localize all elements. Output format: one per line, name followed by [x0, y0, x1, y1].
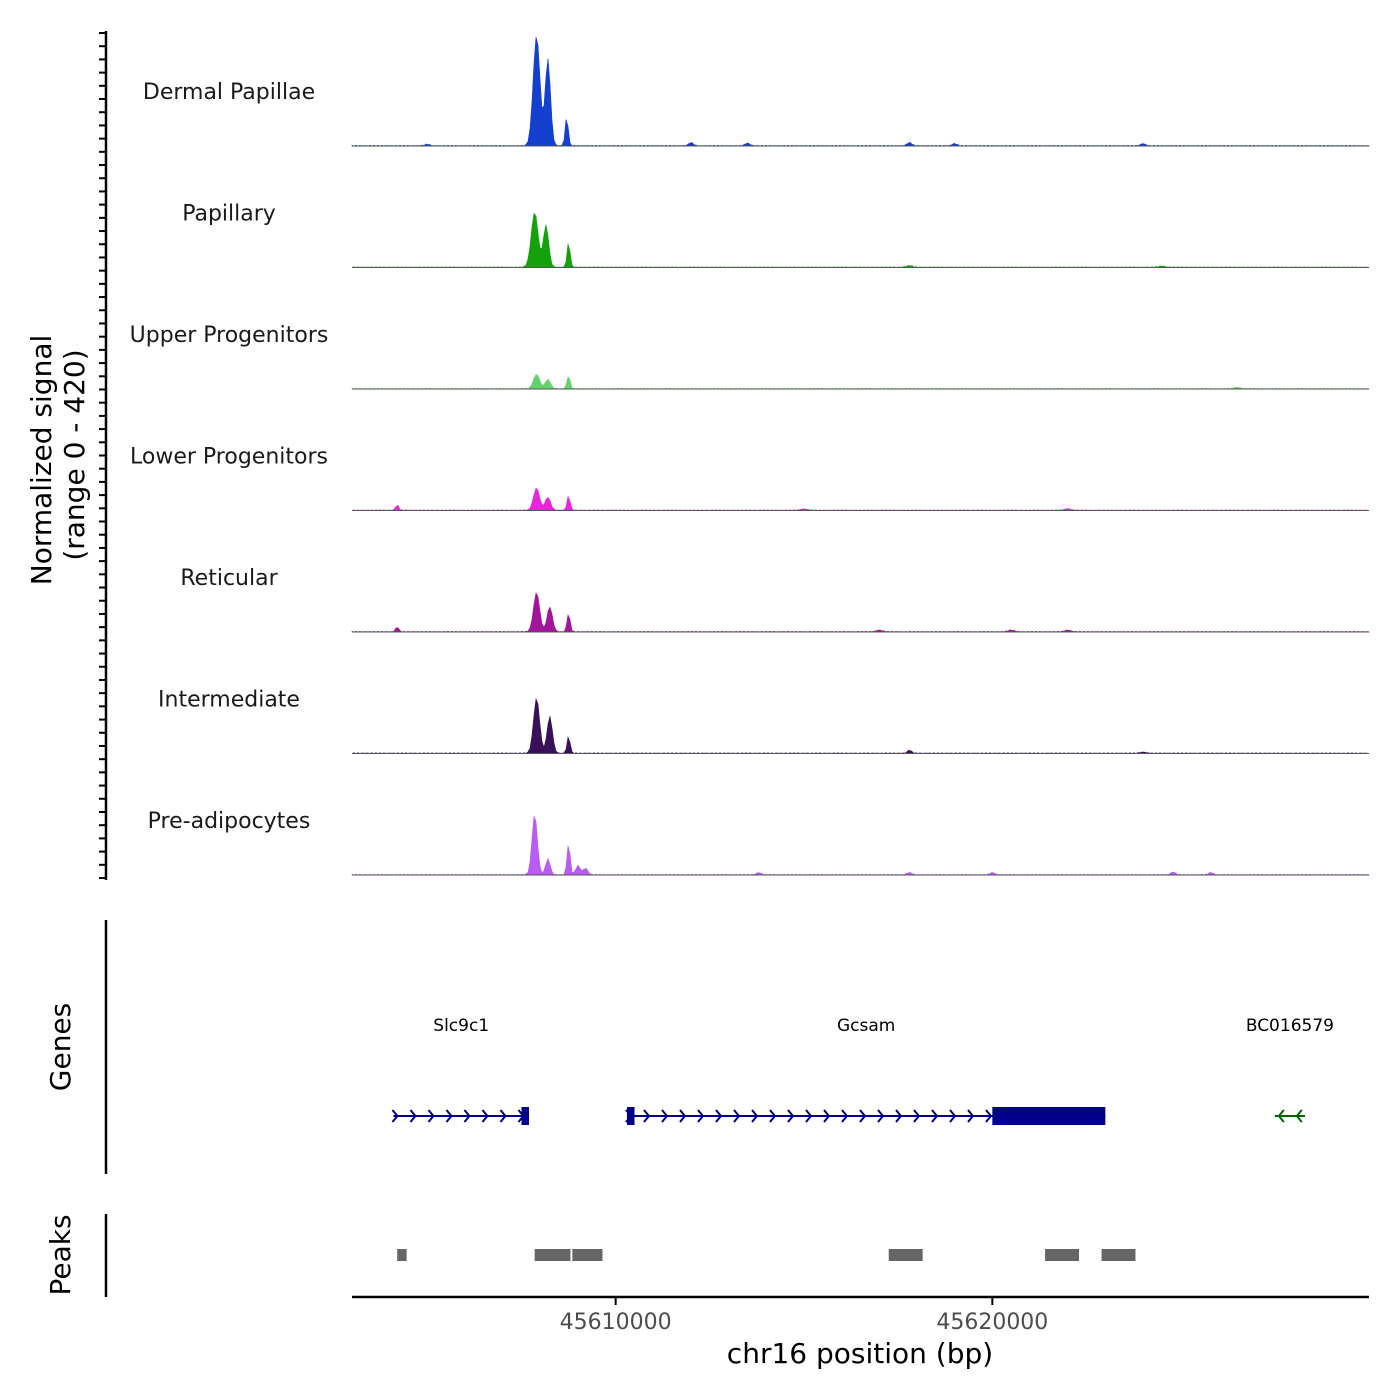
- track-label: Reticular: [180, 566, 278, 591]
- coverage-tracks: Dermal Papillae Papillary Upper Progenitor…: [130, 37, 1371, 876]
- peak-region: [534, 1249, 571, 1261]
- strand-arrow: [895, 1109, 903, 1123]
- strand-arrow: [787, 1109, 795, 1123]
- track-label: Upper Progenitors: [130, 323, 329, 348]
- track-label: Dermal Papillae: [143, 80, 315, 105]
- strand-arrow: [967, 1109, 975, 1123]
- strand-arrow: [661, 1109, 669, 1123]
- strand-arrow: [985, 1109, 993, 1123]
- strand-arrow: [823, 1109, 831, 1123]
- coverage-area: [351, 373, 1370, 390]
- y-axis-title-line1: Normalized signal: [25, 335, 58, 586]
- genes-panel-title: Genes: [44, 1003, 77, 1091]
- coverage-area: [351, 592, 1371, 633]
- gene-annotations: Slc9c1 Gcsam BC016579: [391, 1016, 1334, 1125]
- coverage-area: [351, 487, 1370, 511]
- y-axis-title: Normalized signal (range 0 - 420): [25, 335, 91, 586]
- coverage-track: Reticular: [180, 566, 1371, 633]
- coverage-track: Lower Progenitors: [130, 445, 1370, 511]
- coverage-axis-ticks: [99, 32, 106, 879]
- strand-arrow: [769, 1109, 777, 1123]
- strand-arrow: [481, 1109, 489, 1123]
- gene-label: Slc9c1: [433, 1016, 489, 1036]
- gene-utr-block: [992, 1107, 1106, 1125]
- gene: BC016579: [1246, 1016, 1334, 1123]
- coverage-track: Papillary: [182, 202, 1370, 268]
- gene-exon: [626, 1107, 635, 1125]
- track-label: Pre-adipocytes: [148, 809, 311, 834]
- strand-arrow: [949, 1109, 957, 1123]
- track-label: Lower Progenitors: [130, 445, 328, 470]
- strand-arrow: [733, 1109, 741, 1123]
- strand-arrow: [877, 1109, 885, 1123]
- strand-arrow: [913, 1109, 921, 1123]
- x-axis-ticks: 45610000 45620000: [560, 1297, 1048, 1335]
- peak-region: [888, 1249, 923, 1261]
- strand-arrow: [643, 1109, 651, 1123]
- gene: Slc9c1: [391, 1016, 530, 1125]
- strand-arrow: [409, 1109, 417, 1123]
- strand-arrow: [427, 1109, 435, 1123]
- strand-arrow: [931, 1109, 939, 1123]
- strand-arrow: [679, 1109, 687, 1123]
- coverage-track: Upper Progenitors: [130, 323, 1370, 390]
- gene-label: BC016579: [1246, 1016, 1334, 1036]
- strand-arrow: [1277, 1109, 1285, 1123]
- strand-arrow: [805, 1109, 813, 1123]
- x-tick-label: 45620000: [936, 1310, 1048, 1335]
- strand-arrow: [841, 1109, 849, 1123]
- strand-arrow: [499, 1109, 507, 1123]
- gene-exon: [521, 1107, 530, 1125]
- strand-arrow: [859, 1109, 867, 1123]
- coverage-area: [351, 212, 1370, 268]
- coverage-area: [351, 697, 1370, 754]
- strand-arrow: [697, 1109, 705, 1123]
- strand-arrow: [445, 1109, 453, 1123]
- y-axis-title-line2: (range 0 - 420): [58, 349, 91, 560]
- coverage-track: Dermal Papillae: [143, 37, 1370, 147]
- x-axis-title: chr16 position (bp): [727, 1337, 993, 1370]
- peaks-panel-title: Peaks: [44, 1214, 77, 1295]
- track-label: Papillary: [182, 202, 276, 227]
- peak-region: [1101, 1249, 1136, 1261]
- gene: Gcsam: [625, 1016, 1106, 1125]
- strand-arrow: [1295, 1109, 1303, 1123]
- strand-arrow: [715, 1109, 723, 1123]
- track-label: Intermediate: [158, 688, 300, 713]
- coverage-track: Pre-adipocytes: [148, 809, 1371, 876]
- peak-regions: [397, 1249, 1136, 1261]
- peak-region: [1045, 1249, 1079, 1261]
- strand-arrow: [751, 1109, 759, 1123]
- coverage-area: [351, 816, 1371, 876]
- strand-arrow: [391, 1109, 399, 1123]
- peak-region: [397, 1249, 407, 1261]
- x-tick-label: 45610000: [560, 1310, 672, 1335]
- strand-arrow: [463, 1109, 471, 1123]
- coverage-area: [351, 37, 1370, 147]
- peak-region: [572, 1249, 603, 1261]
- gene-label: Gcsam: [837, 1016, 895, 1036]
- coverage-track: Intermediate: [158, 688, 1370, 754]
